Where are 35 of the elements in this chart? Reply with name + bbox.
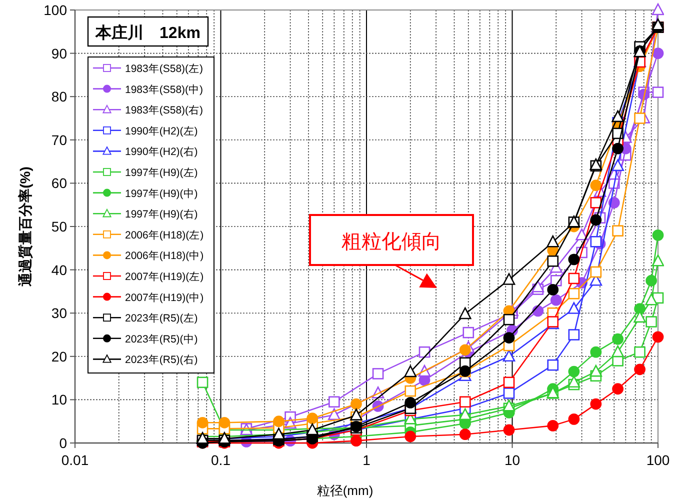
legend-label: 2007年(H19)(中) [125, 290, 204, 304]
annotation: 粗粒化傾向 [342, 231, 442, 253]
y-tick-label: 100 [44, 2, 68, 18]
y-tick-label: 80 [51, 88, 68, 105]
x-tick-label: 100 [646, 452, 670, 468]
y-tick-label: 70 [51, 132, 68, 148]
legend-label: 2023年(R5)(中) [125, 332, 198, 346]
y-tick-label: 90 [51, 45, 68, 62]
x-tick-label: 1 [362, 452, 371, 468]
legend-label: 1983年(S58)(右) [125, 104, 204, 117]
legend-label: 2007年(H19)(左) [125, 271, 204, 283]
y-tick-label: 50 [51, 218, 68, 234]
title: 本庄川 12km [87, 16, 209, 47]
legend-label: 2023年(R5)(右) [125, 354, 198, 366]
y-tick-label: 0 [59, 435, 68, 451]
legend-label: 2006年(H18)(左) [125, 229, 204, 242]
y-tick-label: 10 [51, 392, 68, 408]
legend-label: 1997年(H9)(中) [125, 186, 198, 200]
x-tick-label: 10 [504, 452, 520, 468]
legend-label: 1997年(H9)(左) [125, 167, 198, 179]
legend-label: 1983年(S58)(中) [125, 82, 204, 96]
x-tick-label: 0.1 [211, 452, 231, 468]
y-tick-label: 20 [51, 348, 68, 364]
legend-label: 1997年(H9)(右) [125, 208, 198, 221]
legend-label: 1990年(H2)(左) [125, 125, 198, 138]
legend-label: 1990年(H2)(右) [125, 146, 198, 158]
x-tick-label: 0.01 [61, 452, 89, 468]
legend-label: 2023年(R5)(左) [125, 312, 198, 325]
x-axis-title: 粒径(mm) [316, 483, 374, 498]
y-axis-title: 通過質量百分率(%) [17, 166, 33, 288]
legend-label: 2006年(H18)(中) [125, 249, 204, 262]
y-tick-label: 60 [51, 175, 68, 192]
legend-label: 1983年(S58)(左) [125, 63, 204, 75]
y-tick-label: 40 [51, 262, 68, 278]
y-tick-label: 30 [51, 305, 68, 322]
